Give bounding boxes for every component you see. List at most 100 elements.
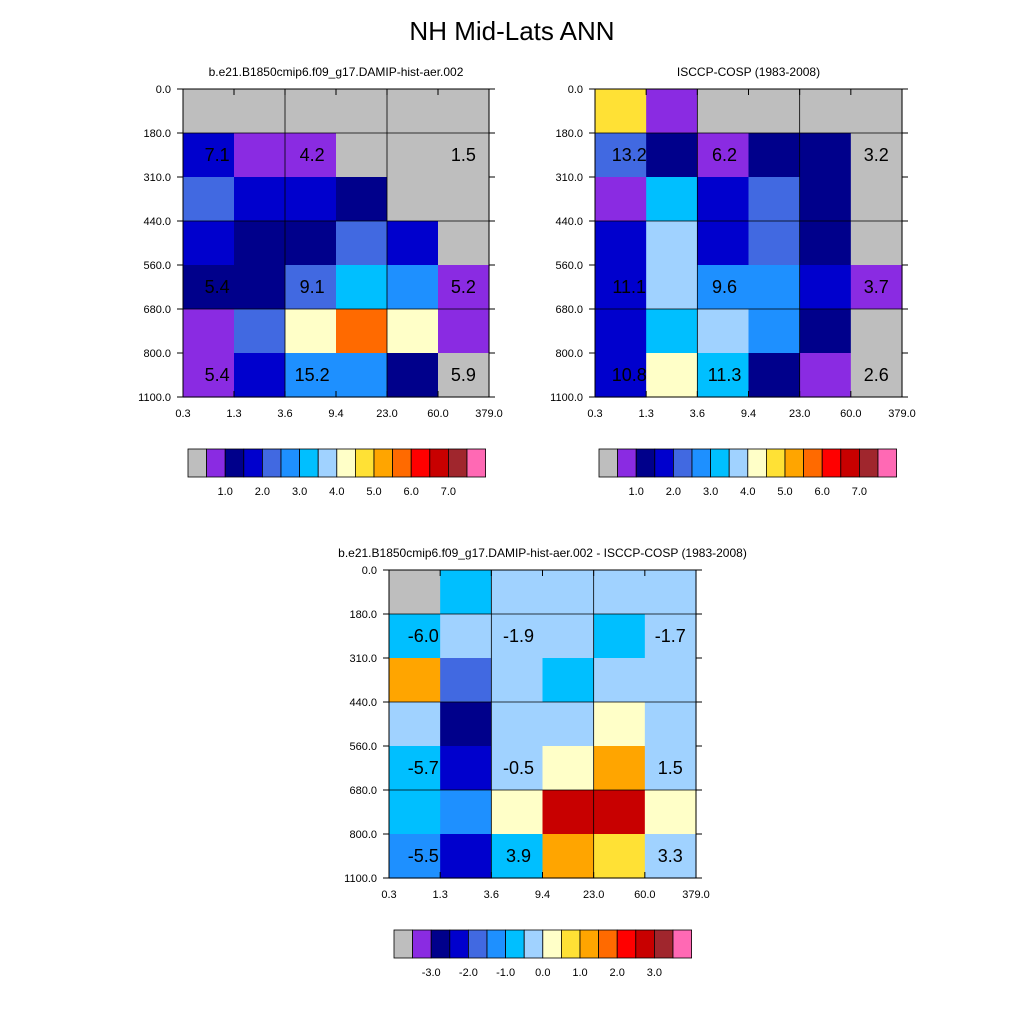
y-tick-label: 0.0	[568, 84, 583, 96]
heatmap-cell	[387, 177, 439, 222]
cell-value-label: 9.1	[300, 277, 325, 297]
panel-title: b.e21.B1850cmip6.f09_g17.DAMIP-hist-aer.…	[209, 65, 464, 79]
heatmap-cell	[748, 133, 801, 178]
colorbar-label: 5.0	[366, 486, 381, 498]
heatmap-cell	[491, 834, 544, 879]
colorbar-swatch	[373, 448, 394, 478]
colorbar-swatch	[766, 448, 786, 478]
y-tick-label: 440.0	[555, 216, 583, 228]
x-tick-label: 379.0	[475, 408, 503, 420]
colorbar-label: 2.0	[610, 967, 625, 979]
heatmap-cell	[234, 89, 286, 134]
colorbar-swatch	[616, 929, 637, 959]
heatmap-cell	[644, 702, 697, 747]
colorbar-label: -1.0	[496, 967, 515, 979]
heatmap-cell	[748, 177, 801, 222]
heatmap-cell	[593, 570, 646, 615]
colorbar-label: 6.0	[815, 486, 830, 498]
heatmap-cell	[438, 177, 490, 222]
heatmap-cell	[440, 658, 492, 703]
y-tick-label: 310.0	[555, 172, 583, 184]
colorbar-swatch	[635, 929, 655, 959]
cell-value-label: 5.4	[205, 277, 230, 297]
heatmap-cell	[542, 790, 595, 835]
heatmap-cell	[440, 570, 492, 615]
heatmap-cell	[183, 353, 235, 398]
heatmap-cell	[799, 133, 852, 178]
colorbar-swatch	[505, 929, 525, 959]
heatmap-cell	[697, 309, 750, 354]
heatmap-cell	[748, 221, 801, 266]
y-tick-label: 180.0	[555, 128, 583, 140]
heatmap-cell	[644, 790, 697, 835]
colorbar-swatch	[299, 448, 319, 478]
colorbar-swatch	[261, 448, 282, 478]
y-tick-label: 680.0	[349, 785, 377, 797]
y-tick-label: 0.0	[362, 565, 377, 577]
colorbar-swatch	[877, 448, 898, 478]
heatmap-cell	[799, 309, 852, 354]
x-tick-label: 1.3	[433, 889, 448, 901]
heatmap-cell	[183, 265, 235, 310]
heatmap-cell	[593, 790, 646, 835]
colorbar-swatch	[354, 448, 375, 478]
heatmap-cell	[491, 702, 544, 747]
cell-value-label: 4.2	[300, 145, 325, 165]
colorbar: 1.0 2.0 3.0 4.0 5.0 6.0 7.0	[598, 448, 898, 498]
heatmap-cell	[183, 221, 235, 266]
heatmap-cell	[389, 658, 441, 703]
colorbar-swatch	[317, 448, 338, 478]
heatmap-cell	[491, 746, 544, 791]
cell-value-label: 15.2	[295, 365, 330, 385]
heatmap-cell	[646, 221, 698, 266]
cell-value-label: 11.1	[612, 277, 646, 297]
heatmap-cell	[387, 221, 439, 266]
heatmap-cell	[646, 89, 698, 134]
heatmap-cell	[285, 353, 337, 398]
heatmap-cell	[440, 834, 492, 879]
cell-value-label: 2.6	[864, 365, 889, 385]
colorbar-swatch	[673, 448, 693, 478]
heatmap-cell	[389, 570, 441, 615]
colorbar-swatch	[486, 929, 507, 959]
colorbar-swatch	[187, 448, 208, 478]
heatmap-cell	[387, 353, 439, 398]
heatmap-cell	[234, 221, 286, 266]
heatmap-cell	[491, 570, 544, 615]
y-tick-label: 310.0	[349, 653, 377, 665]
x-tick-label: 3.6	[277, 408, 292, 420]
heatmap-cell	[438, 309, 490, 354]
colorbar-swatch	[654, 929, 674, 959]
heatmap-cell	[387, 309, 439, 354]
panel-title: b.e21.B1850cmip6.f09_g17.DAMIP-hist-aer.…	[338, 546, 747, 560]
heatmap-cell	[234, 177, 286, 222]
cell-value-label: 3.2	[864, 145, 889, 165]
heatmap-cell	[542, 658, 595, 703]
x-tick-label: 379.0	[888, 408, 916, 420]
heatmap-cell	[697, 133, 750, 178]
heatmap-cell	[646, 353, 698, 398]
heatmap-cell	[697, 353, 750, 398]
heatmap-cell	[234, 133, 286, 178]
heatmap-cell	[440, 746, 492, 791]
heatmap-cell	[440, 702, 492, 747]
heatmap-cell	[285, 309, 337, 354]
x-tick-label: 60.0	[840, 408, 861, 420]
heatmap-cell	[491, 658, 544, 703]
heatmap-cell	[389, 614, 441, 659]
heatmap-cell	[183, 177, 235, 222]
colorbar-swatch	[784, 448, 805, 478]
colorbar-swatch	[561, 929, 581, 959]
cell-value-label: 3.3	[658, 846, 683, 866]
heatmap-cell	[438, 89, 490, 134]
colorbar-label: 1.0	[629, 486, 644, 498]
heatmap-cell	[748, 353, 801, 398]
x-tick-label: 0.3	[587, 408, 602, 420]
colorbar-swatch	[691, 448, 712, 478]
heatmap-cell	[697, 177, 750, 222]
cell-value-label: 5.9	[451, 365, 476, 385]
colorbar-swatch	[710, 448, 730, 478]
colorbar-swatch	[393, 929, 414, 959]
heatmap-cell	[389, 702, 441, 747]
heatmap-cell	[593, 834, 646, 879]
